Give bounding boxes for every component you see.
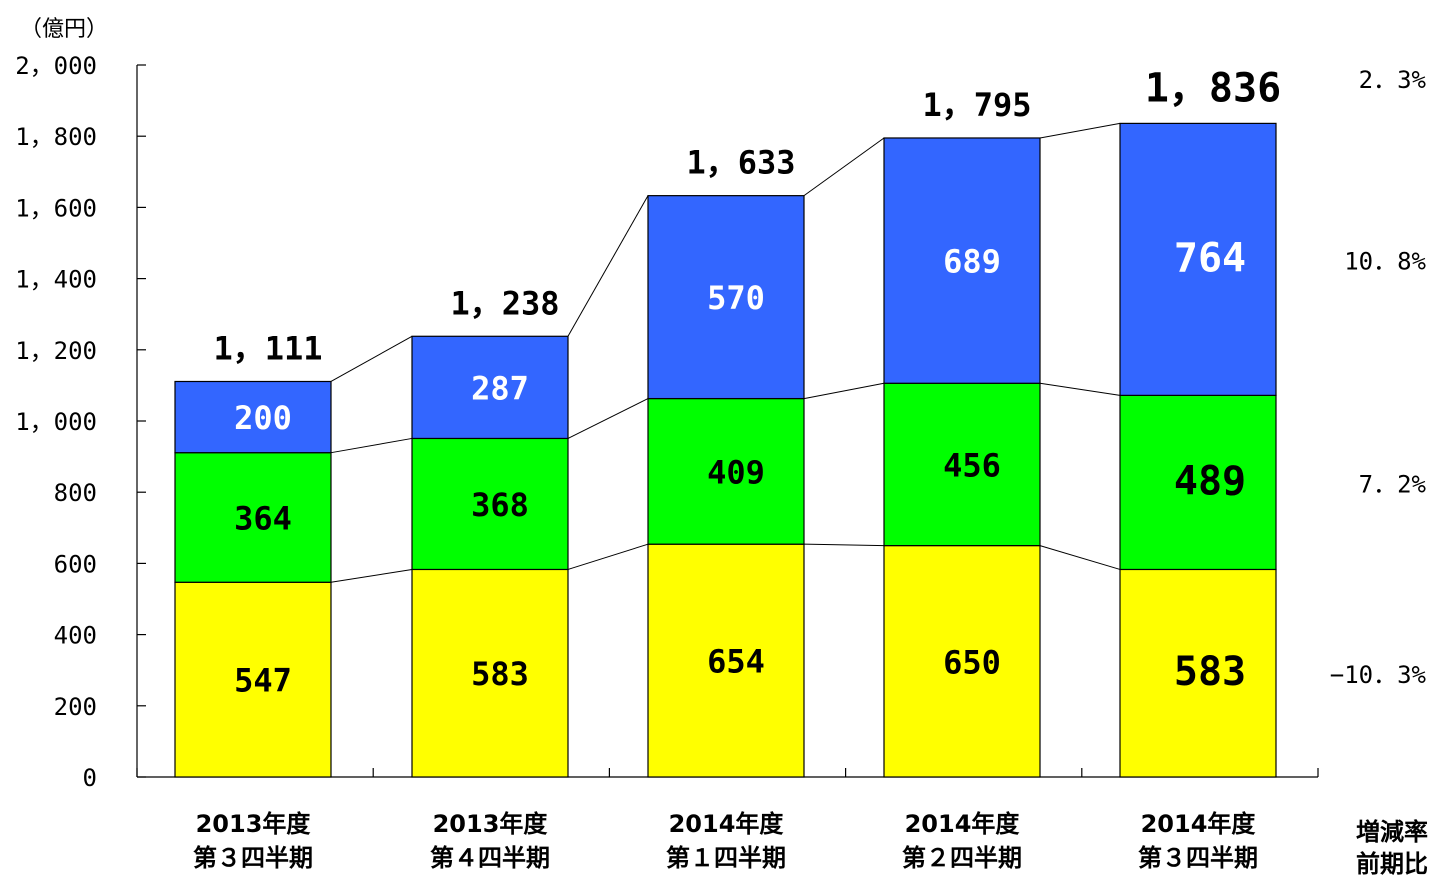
- labels: 5473642001，1112013年度第３四半期5833682871，2382…: [193, 65, 1428, 875]
- connector-line: [330, 568, 413, 583]
- value-label: 650: [943, 643, 1001, 681]
- bar-segment: [883, 137, 1041, 384]
- x-category-label: 第３四半期: [193, 844, 313, 872]
- bar-segment: [1119, 122, 1277, 396]
- total-label: 1，836: [1145, 65, 1281, 111]
- x-category-label: 第４四半期: [430, 844, 550, 872]
- change-rate-label: 7．2%: [1359, 470, 1427, 498]
- x-category-label: 2014年度: [1141, 810, 1257, 838]
- bar-segment: [174, 452, 332, 583]
- value-label: 368: [471, 486, 529, 524]
- value-label: 409: [707, 453, 765, 491]
- connector-line: [1039, 122, 1121, 139]
- total-label: 1，795: [922, 86, 1031, 124]
- bar-segment: [411, 335, 569, 440]
- change-rate-header: 前期比: [1356, 850, 1428, 875]
- value-label: 689: [943, 243, 1001, 281]
- y-tick-label: 1，400: [15, 266, 97, 294]
- bar-segment: [411, 568, 569, 778]
- bar-segment: [411, 437, 569, 571]
- axes: 0 200 400 600 800 1，000 1，200 1，400 1，600 1，800 2，…: [15, 52, 1319, 792]
- connector-line: [1039, 382, 1121, 396]
- bar-segment: [174, 380, 332, 454]
- connector-line: [803, 382, 885, 400]
- value-label: 287: [471, 369, 529, 407]
- change-rate-total: 2．3%: [1359, 66, 1427, 94]
- connector-line: [803, 543, 885, 547]
- y-tick-label: 1，000: [15, 408, 97, 436]
- x-category-label: 2013年度: [196, 810, 312, 838]
- value-label: 456: [943, 446, 1001, 484]
- value-label: 583: [471, 655, 529, 693]
- x-category-label: 2014年度: [905, 810, 1021, 838]
- bar-segment: [647, 195, 805, 400]
- value-label: 654: [707, 643, 765, 681]
- x-category-label: 第３四半期: [1138, 844, 1258, 872]
- bar-segment: [1119, 568, 1277, 778]
- total-label: 1，633: [686, 144, 795, 182]
- y-tick-label: 0: [83, 764, 97, 792]
- connector-line: [567, 398, 649, 439]
- connector-line: [567, 195, 649, 337]
- value-label: 570: [707, 279, 765, 317]
- connector-line: [330, 335, 413, 382]
- y-tick-label: 2，000: [15, 52, 97, 80]
- connector-lines: [330, 122, 1121, 583]
- connector-line: [567, 543, 649, 570]
- y-tick-label: 600: [54, 550, 97, 578]
- value-label: 547: [234, 662, 292, 700]
- y-tick-label: 400: [54, 622, 97, 650]
- bar-segment: [647, 543, 805, 778]
- connector-line: [803, 137, 885, 197]
- value-label: 764: [1174, 235, 1246, 281]
- connector-line: [330, 437, 413, 454]
- y-tick-label: 1，600: [15, 194, 97, 222]
- y-tick-label: 800: [54, 479, 97, 507]
- total-label: 1，238: [450, 284, 559, 322]
- bar-segment: [883, 382, 1041, 547]
- bar-segment: [647, 397, 805, 545]
- y-tick-label: 1，200: [15, 337, 97, 365]
- change-rate-label: −10．3%: [1330, 661, 1427, 689]
- x-category-label: 第２四半期: [902, 844, 1022, 872]
- connector-line: [1039, 545, 1121, 570]
- total-label: 1，111: [213, 329, 322, 367]
- x-category-label: 2014年度: [669, 810, 785, 838]
- change-rate-header: 増減率: [1356, 818, 1428, 846]
- value-label: 200: [234, 399, 292, 437]
- value-label: 489: [1174, 458, 1246, 504]
- bar-segment: [174, 581, 332, 778]
- x-category-label: 2013年度: [433, 810, 549, 838]
- bar-segment: [1119, 394, 1277, 571]
- y-tick-label: 200: [54, 693, 97, 721]
- value-label: 583: [1174, 649, 1246, 695]
- value-label: 364: [234, 499, 292, 537]
- change-rate-label: 10．8%: [1344, 247, 1426, 275]
- bars: [174, 122, 1277, 778]
- y-axis-unit-label: （億円）: [20, 17, 108, 42]
- y-tick-label: 1，800: [15, 123, 97, 151]
- x-category-label: 第１四半期: [666, 844, 786, 872]
- bar-segment: [883, 544, 1041, 778]
